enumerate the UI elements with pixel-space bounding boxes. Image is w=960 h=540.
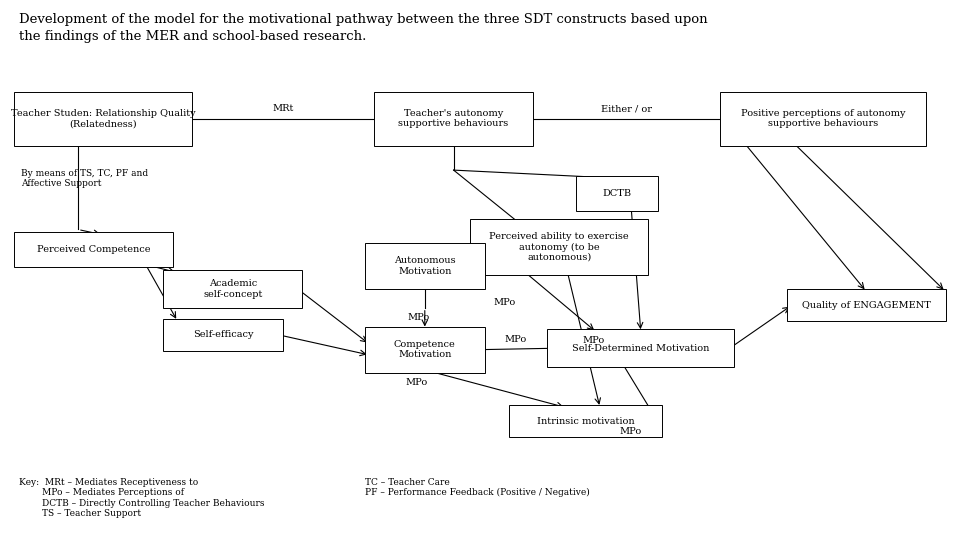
Text: MPo: MPo <box>582 336 604 345</box>
Text: MPo: MPo <box>505 335 527 345</box>
Text: Teacher's autonomy
supportive behaviours: Teacher's autonomy supportive behaviours <box>398 109 509 129</box>
FancyBboxPatch shape <box>720 92 926 146</box>
Text: Perceived Competence: Perceived Competence <box>36 245 151 254</box>
Text: Teacher Studen: Relationship Quality
(Relatedness): Teacher Studen: Relationship Quality (Re… <box>11 109 196 129</box>
FancyBboxPatch shape <box>470 219 648 275</box>
Text: Intrinsic motivation: Intrinsic motivation <box>537 417 635 426</box>
FancyBboxPatch shape <box>365 243 485 289</box>
Text: TC – Teacher Care
PF – Performance Feedback (Positive / Negative): TC – Teacher Care PF – Performance Feedb… <box>365 478 589 497</box>
FancyBboxPatch shape <box>509 405 662 437</box>
FancyBboxPatch shape <box>14 232 173 267</box>
Text: Self-Determined Motivation: Self-Determined Motivation <box>572 344 709 353</box>
Text: Autonomous
Motivation: Autonomous Motivation <box>394 256 456 275</box>
Text: Development of the model for the motivational pathway between the three SDT cons: Development of the model for the motivat… <box>19 14 708 26</box>
FancyBboxPatch shape <box>576 176 658 211</box>
Text: MPo: MPo <box>619 427 642 436</box>
Text: the findings of the MER and school-based research.: the findings of the MER and school-based… <box>19 30 367 43</box>
FancyBboxPatch shape <box>14 92 192 146</box>
FancyBboxPatch shape <box>163 270 302 308</box>
FancyBboxPatch shape <box>374 92 533 146</box>
Text: Positive perceptions of autonomy
supportive behaviours: Positive perceptions of autonomy support… <box>741 109 905 129</box>
Text: Key:  MRt – Mediates Receptiveness to
        MPo – Mediates Perceptions of
    : Key: MRt – Mediates Receptiveness to MPo… <box>19 478 265 518</box>
Text: MPo: MPo <box>405 378 428 387</box>
FancyBboxPatch shape <box>163 319 283 351</box>
Text: Quality of ENGAGEMENT: Quality of ENGAGEMENT <box>802 301 931 309</box>
FancyBboxPatch shape <box>787 289 946 321</box>
Text: Either / or: Either / or <box>601 104 652 113</box>
Text: MPo: MPo <box>493 298 516 307</box>
Text: MPo: MPo <box>407 313 430 322</box>
FancyBboxPatch shape <box>547 329 734 367</box>
Text: By means of TS, TC, PF and
Affective Support: By means of TS, TC, PF and Affective Sup… <box>21 168 148 188</box>
Text: Self-efficacy: Self-efficacy <box>193 330 253 339</box>
Text: Academic
self-concept: Academic self-concept <box>204 279 262 299</box>
FancyBboxPatch shape <box>365 327 485 373</box>
Text: Competence
Motivation: Competence Motivation <box>394 340 456 359</box>
Text: MRt: MRt <box>273 104 294 113</box>
Text: DCTB: DCTB <box>602 188 632 198</box>
Text: Perceived ability to exercise
autonomy (to be
autonomous): Perceived ability to exercise autonomy (… <box>490 232 629 262</box>
